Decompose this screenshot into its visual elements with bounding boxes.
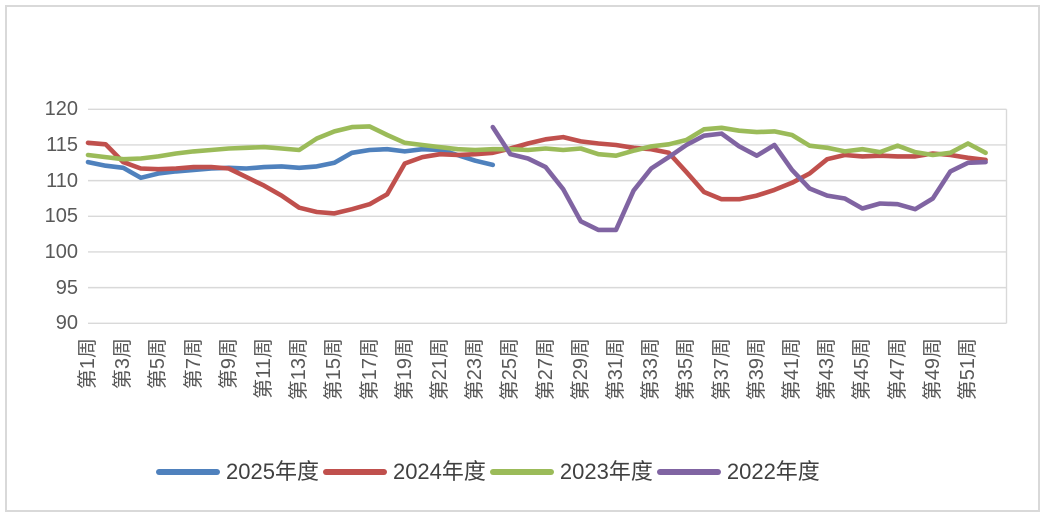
x-tick-label-week-33: 第33周	[640, 338, 663, 401]
legend-item-2023年度: 2023年度	[489, 458, 653, 486]
x-tick-label-week-47: 第47周	[886, 338, 909, 401]
x-tick-label-week-7: 第7周	[182, 338, 205, 390]
legend-item-2025年度: 2025年度	[156, 458, 319, 486]
series-line-2025年度	[85, 146, 496, 181]
x-tick-label-week-19: 第19周	[393, 338, 416, 401]
chart-legend: 2025年度 2024年度 2023年度 2022年度	[156, 458, 820, 486]
x-tick-label-week-49: 第49周	[921, 338, 944, 401]
legend-swatch-2023年度	[489, 469, 554, 475]
y-tick-label-105: 105	[44, 205, 78, 228]
series-line-2022年度	[490, 124, 988, 233]
x-tick-label-week-39: 第39周	[745, 338, 768, 401]
x-tick-label-week-35: 第35周	[675, 338, 698, 401]
legend-label-2022年度: 2022年度	[726, 459, 820, 484]
legend-item-2022年度: 2022年度	[656, 458, 820, 486]
x-tick-label-week-43: 第43周	[816, 338, 839, 401]
x-tick-label-week-1: 第1周	[77, 338, 99, 390]
x-tick-label-week-25: 第25周	[499, 338, 522, 401]
chart-frame	[5, 5, 1040, 512]
x-tick-label-week-29: 第29周	[569, 338, 592, 401]
x-tick-label-week-23: 第23周	[464, 338, 487, 401]
x-tick-label-week-41: 第41周	[781, 338, 803, 401]
x-tick-label-week-45: 第45周	[851, 338, 874, 401]
series-line-2023年度	[85, 124, 988, 162]
x-tick-label-week-31: 第31周	[605, 338, 627, 401]
legend-swatch-2025年度	[156, 469, 220, 475]
y-tick-label-120: 120	[44, 98, 78, 121]
legend-label-2025年度: 2025年度	[226, 459, 319, 484]
legend-item-2024年度: 2024年度	[322, 458, 486, 486]
legend-label-2024年度: 2024年度	[392, 459, 486, 484]
x-tick-label-week-11: 第11周	[253, 338, 275, 399]
y-tick-label-100: 100	[44, 240, 78, 263]
x-tick-label-week-17: 第17周	[358, 338, 381, 401]
series-line-2024年度	[85, 134, 988, 216]
legend-swatch-2024年度	[322, 469, 387, 475]
y-tick-label-115: 115	[46, 133, 78, 156]
x-tick-label-week-37: 第37周	[710, 338, 733, 401]
y-tick-label-110: 110	[46, 169, 78, 192]
x-tick-label-week-3: 第3周	[112, 338, 135, 390]
x-tick-label-week-9: 第9周	[217, 338, 240, 390]
x-tick-label-week-15: 第15周	[323, 338, 346, 401]
x-tick-label-week-13: 第13周	[288, 338, 311, 401]
x-tick-label-week-27: 第27周	[534, 338, 557, 401]
y-tick-label-95: 95	[55, 276, 78, 299]
legend-swatch-2022年度	[656, 469, 721, 475]
legend-label-2023年度: 2023年度	[559, 459, 653, 484]
y-tick-label-90: 90	[55, 312, 78, 335]
x-tick-label-week-5: 第5周	[147, 338, 170, 390]
x-tick-label-week-21: 第21周	[429, 338, 451, 401]
x-tick-label-week-51: 第51周	[957, 338, 979, 401]
